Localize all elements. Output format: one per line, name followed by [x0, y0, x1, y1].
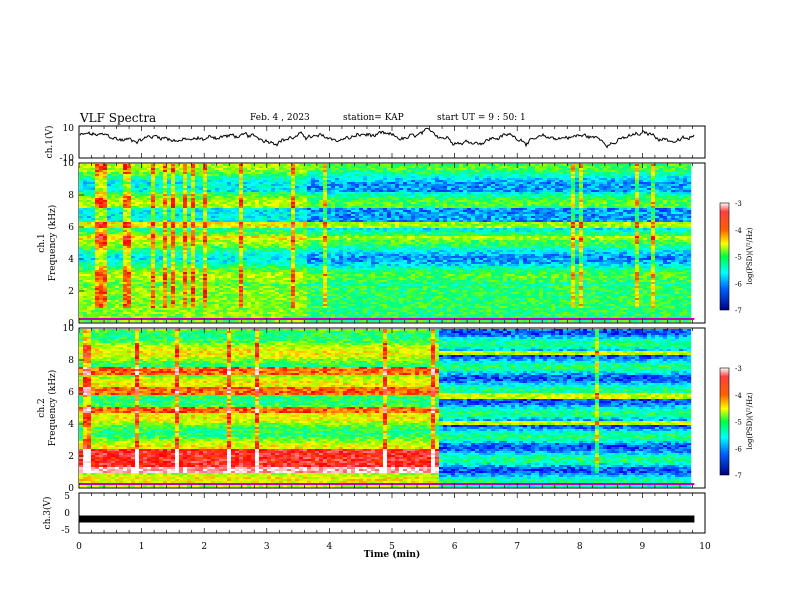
- ch1-waveform-ylabel: ch.1(V): [44, 126, 55, 159]
- y-tick-label: 4: [68, 255, 74, 265]
- x-tick-label: 10: [699, 542, 711, 552]
- ch3-waveform-line: [79, 516, 694, 523]
- colorbar-tick-label: -3: [735, 365, 742, 373]
- ch2-spectrogram-ylabel-1: ch.2: [37, 398, 47, 417]
- ch1-colorbar: [720, 203, 729, 310]
- ch1-spectrogram-ylabel-2: Frequency (kHz): [47, 205, 58, 282]
- y-tick-label: 4: [68, 420, 74, 430]
- x-tick-label: 4: [327, 542, 333, 552]
- ch2-spectrogram-ylabel-2: Frequency (kHz): [47, 370, 58, 447]
- y-tick-label: 6: [68, 388, 74, 398]
- ch2-colorbar: [720, 368, 729, 475]
- x-tick-label: 9: [640, 542, 646, 552]
- ch3-ytick-mid: 0: [64, 509, 70, 519]
- ch1-ytick-top: 10: [63, 124, 75, 134]
- ch2-colorbar-label: log(PSD)(V²/Hz): [746, 392, 754, 449]
- y-tick-label: 8: [68, 191, 74, 201]
- x-tick-label: 3: [264, 542, 270, 552]
- x-tick-label: 0: [76, 542, 82, 552]
- x-tick-label: 7: [514, 542, 520, 552]
- y-tick-label: 10: [63, 324, 75, 334]
- ch1-colorbar-ticks: -3 -4 -5 -6 -7: [735, 200, 742, 315]
- colorbar-tick-label: -6: [735, 445, 742, 453]
- y-tick-label: 6: [68, 223, 74, 233]
- x-tick-label: 6: [452, 542, 458, 552]
- y-tick-label: 10: [63, 159, 75, 169]
- ch1-spectrogram-image: [79, 164, 694, 322]
- ch2-spectrogram-image: [79, 329, 694, 487]
- x-axis-label: Time (min): [364, 549, 421, 560]
- ch1-colorbar-label: log(PSD)(V²/Hz): [746, 227, 754, 284]
- low-frequency-line: [79, 483, 694, 485]
- ch2-colorbar-ticks: -3 -4 -5 -6 -7: [735, 365, 742, 480]
- ch3-waveform-panel: 5 0 -5 ch.3(V): [42, 492, 705, 536]
- colorbar-tick-label: -5: [735, 254, 742, 262]
- colorbar-tick-label: -7: [735, 307, 742, 315]
- colorbar-tick-label: -6: [735, 280, 742, 288]
- ch3-ytick-bottom: -5: [61, 526, 70, 536]
- ch1-waveform-panel: 10 -10 ch.1(V): [44, 124, 705, 164]
- colorbar-tick-label: -5: [735, 419, 742, 427]
- ch3-waveform-frame: [79, 493, 705, 533]
- x-tick-label: 2: [201, 542, 207, 552]
- ch3-waveform-ylabel: ch.3(V): [42, 497, 53, 530]
- colorbar-tick-label: -3: [735, 200, 742, 208]
- ch1-spectrogram-ylabel-1: ch.1: [37, 233, 47, 252]
- x-tick-label: 1: [139, 542, 145, 552]
- colorbar-tick-label: -4: [735, 227, 742, 235]
- x-tick-label: 8: [577, 542, 583, 552]
- colorbar-tick-label: -4: [735, 392, 742, 400]
- colorbar-tick-label: -7: [735, 472, 742, 480]
- y-tick-label: 2: [68, 452, 74, 462]
- vlf-figure: 10 -10 ch.1(V) 0246810 ch.1 Frequency (k…: [0, 0, 792, 612]
- y-tick-label: 8: [68, 356, 74, 366]
- low-frequency-line: [79, 318, 694, 320]
- ch3-ytick-top: 5: [64, 492, 70, 502]
- y-tick-label: 2: [68, 287, 74, 297]
